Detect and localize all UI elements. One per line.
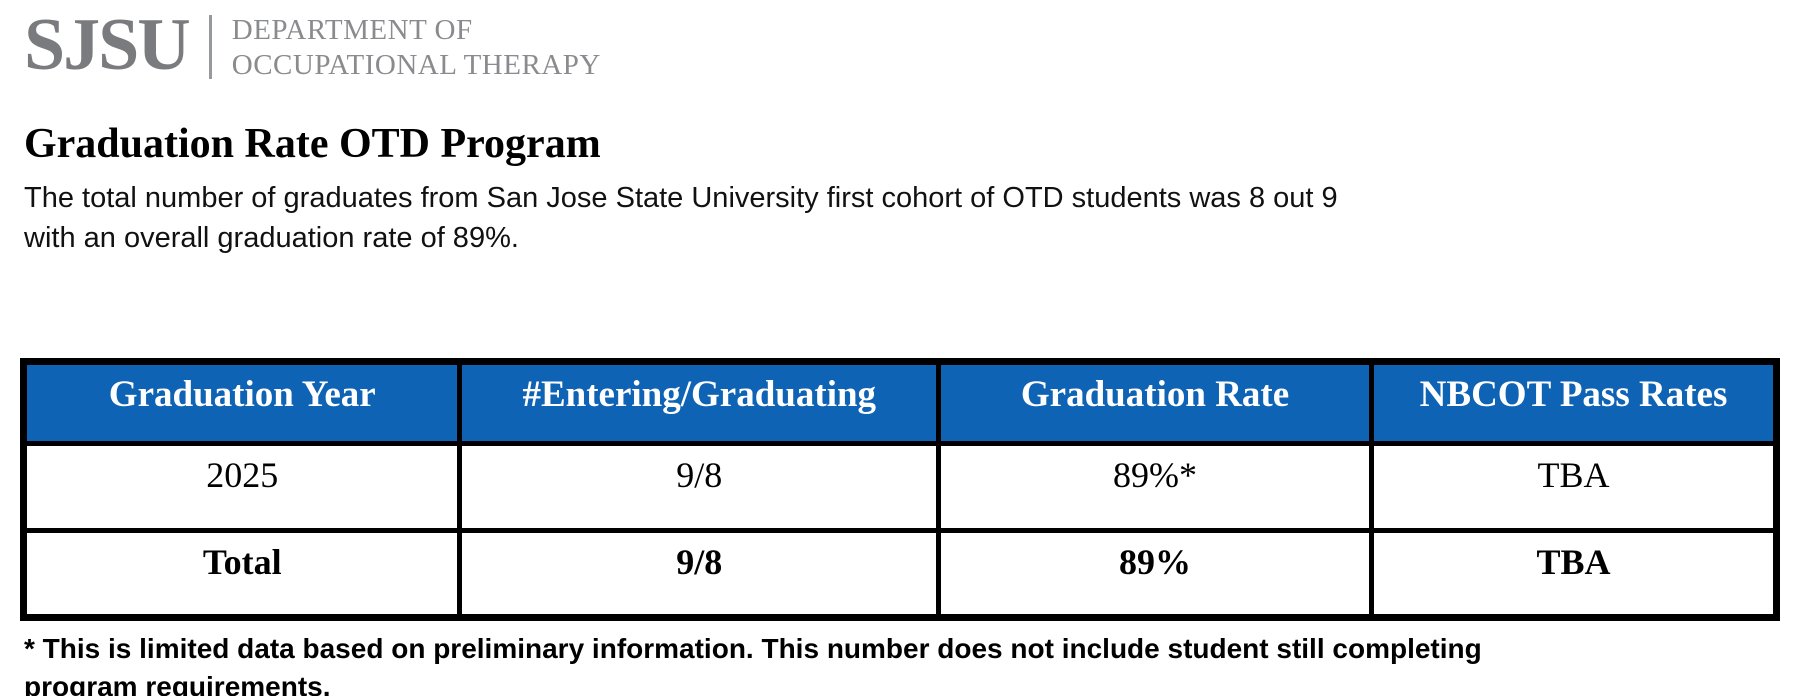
footnote: * This is limited data based on prelimin…: [24, 630, 1800, 696]
column-header-nbcot-pass-rates: NBCOT Pass Rates: [1369, 359, 1779, 446]
column-header-graduation-rate: Graduation Rate: [936, 359, 1375, 446]
department-name: DEPARTMENT OF OCCUPATIONAL THERAPY: [232, 10, 601, 83]
page-title: Graduation Rate OTD Program: [24, 121, 601, 167]
cell-total-entering-graduating: 9/8: [457, 528, 942, 620]
table-row-2025: 2025 9/8 89%* TBA: [20, 441, 1779, 533]
cell-2025-year: 2025: [20, 441, 463, 533]
table-header-row: Graduation Year #Entering/Graduating Gra…: [20, 359, 1779, 446]
column-header-graduation-year: Graduation Year: [20, 359, 463, 446]
table-row-total: Total 9/8 89% TBA: [20, 528, 1779, 620]
sjsu-logo: SJSU DEPARTMENT OF OCCUPATIONAL THERAPY: [24, 4, 1800, 96]
cell-2025-nbcot: TBA: [1369, 441, 1779, 533]
intro-line-1: The total number of graduates from San J…: [24, 182, 1338, 214]
footnote-line-2: program requirements.: [24, 671, 331, 696]
intro-paragraph: The total number of graduates from San J…: [24, 178, 1800, 258]
graduation-rate-table: Graduation Year #Entering/Graduating Gra…: [20, 358, 1780, 621]
cell-2025-entering-graduating: 9/8: [457, 441, 942, 533]
sjsu-wordmark: SJSU: [24, 4, 191, 86]
cell-2025-graduation-rate: 89%*: [936, 441, 1375, 533]
department-name-line-2: OCCUPATIONAL THERAPY: [231, 49, 601, 81]
cell-total-label: Total: [20, 528, 463, 620]
department-name-line-1: DEPARTMENT OF: [231, 14, 473, 46]
logo-divider: [208, 15, 212, 79]
cell-total-graduation-rate: 89%: [936, 528, 1375, 620]
column-header-entering-graduating: #Entering/Graduating: [457, 359, 942, 446]
cell-total-nbcot: TBA: [1369, 528, 1779, 620]
footnote-line-1: * This is limited data based on prelimin…: [24, 633, 1482, 664]
intro-line-2: with an overall graduation rate of 89%.: [24, 222, 519, 254]
